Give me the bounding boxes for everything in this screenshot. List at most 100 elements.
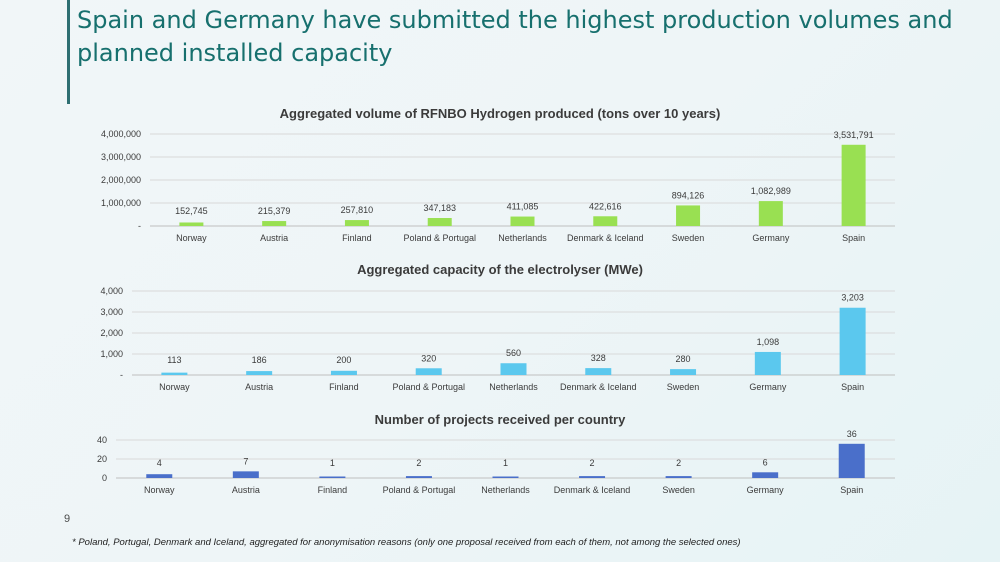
data-label: 1	[330, 458, 335, 468]
category-label: Spain	[841, 382, 864, 392]
y-tick-label: 40	[97, 435, 107, 445]
chart-title: Aggregated volume of RFNBO Hydrogen prod…	[280, 106, 721, 121]
bar-capacity-5	[585, 368, 612, 375]
chart-title: Number of projects received per country	[375, 412, 626, 427]
slide-title: Spain and Germany have submitted the hig…	[77, 6, 953, 67]
bar-volume-0	[179, 222, 204, 226]
data-label: 422,616	[589, 201, 622, 211]
bar-projects-1	[232, 471, 259, 478]
category-label: Sweden	[667, 382, 700, 392]
data-label: 215,379	[258, 206, 291, 216]
bar-volume-2	[344, 220, 369, 226]
data-label: 320	[421, 353, 436, 363]
category-label: Norway	[144, 485, 175, 495]
bar-capacity-0	[161, 372, 188, 375]
data-label: 6	[763, 457, 768, 467]
bar-projects-8	[838, 443, 865, 478]
bar-volume-4	[510, 216, 535, 226]
category-label: Poland & Portugal	[392, 382, 465, 392]
y-tick-label: 4,000	[100, 286, 123, 296]
data-label: 152,745	[175, 206, 208, 216]
bar-volume-3	[427, 218, 452, 226]
bar-capacity-2	[330, 370, 357, 375]
category-label: Poland & Portugal	[383, 485, 456, 495]
data-label: 280	[676, 354, 691, 364]
data-label: 2	[676, 458, 681, 468]
bar-volume-1	[262, 221, 287, 226]
chart-hydrogen-volume: Aggregated volume of RFNBO Hydrogen prod…	[101, 106, 895, 243]
data-label: 36	[847, 429, 857, 439]
bar-projects-7	[752, 472, 779, 478]
category-label: Poland & Portugal	[403, 233, 476, 243]
y-tick-label: 2,000	[100, 328, 123, 338]
y-tick-label: -	[138, 221, 141, 231]
bar-volume-7	[758, 201, 783, 226]
bar-capacity-4	[500, 363, 527, 375]
data-label: 347,183	[423, 203, 456, 213]
data-label: 1,098	[757, 337, 780, 347]
bar-capacity-1	[246, 371, 273, 375]
data-label: 1,082,989	[751, 186, 791, 196]
page-number: 9	[64, 513, 71, 525]
data-label: 328	[591, 353, 606, 363]
data-label: 560	[506, 348, 521, 358]
footnote: * Poland, Portugal, Denmark and Iceland,…	[72, 537, 741, 548]
data-label: 257,810	[341, 205, 374, 215]
chart-projects-count: Number of projects received per country 0…	[97, 412, 895, 495]
data-label: 2	[590, 458, 595, 468]
y-tick-label: 3,000	[100, 307, 123, 317]
category-label: Denmark & Iceland	[567, 233, 644, 243]
bar-projects-5	[579, 476, 606, 478]
category-label: Norway	[159, 382, 190, 392]
bar-capacity-3	[415, 368, 442, 375]
bar-projects-2	[319, 476, 346, 478]
chart-electrolyser-capacity: Aggregated capacity of the electrolyser …	[100, 262, 895, 392]
title-accent-bar	[67, 0, 70, 104]
bar-volume-8	[841, 144, 866, 226]
category-label: Germany	[749, 382, 787, 392]
data-label: 7	[243, 456, 248, 466]
data-label: 2	[416, 458, 421, 468]
category-label: Finland	[318, 485, 348, 495]
data-label: 3,203	[841, 293, 864, 303]
category-label: Sweden	[672, 233, 705, 243]
category-label: Germany	[747, 485, 785, 495]
y-tick-label: 4,000,000	[101, 129, 141, 139]
category-label: Norway	[176, 233, 207, 243]
category-label: Denmark & Iceland	[560, 382, 637, 392]
category-label: Spain	[840, 485, 863, 495]
chart-title: Aggregated capacity of the electrolyser …	[357, 262, 643, 277]
data-label: 186	[252, 355, 267, 365]
category-label: Netherlands	[481, 485, 530, 495]
bar-volume-6	[676, 205, 701, 226]
data-label: 3,531,791	[834, 130, 874, 140]
y-tick-label: 2,000,000	[101, 175, 141, 185]
category-label: Sweden	[662, 485, 695, 495]
category-label: Finland	[342, 233, 372, 243]
category-label: Netherlands	[489, 382, 538, 392]
bar-projects-4	[492, 476, 519, 478]
bar-capacity-8	[839, 307, 866, 375]
data-label: 200	[336, 355, 351, 365]
category-label: Austria	[260, 233, 288, 243]
bar-capacity-6	[670, 369, 697, 375]
y-tick-label: 1,000	[100, 349, 123, 359]
data-label: 894,126	[672, 190, 705, 200]
bar-capacity-7	[754, 351, 781, 375]
y-tick-label: 1,000,000	[101, 198, 141, 208]
category-label: Spain	[842, 233, 865, 243]
y-tick-label: -	[120, 370, 123, 380]
y-tick-label: 0	[102, 473, 107, 483]
y-tick-label: 20	[97, 454, 107, 464]
y-tick-label: 3,000,000	[101, 152, 141, 162]
category-label: Denmark & Iceland	[554, 485, 631, 495]
data-label: 411,085	[507, 202, 539, 212]
category-label: Austria	[232, 485, 260, 495]
bar-volume-5	[593, 216, 618, 226]
bar-projects-3	[405, 476, 432, 478]
bar-projects-0	[146, 474, 173, 478]
category-label: Austria	[245, 382, 273, 392]
category-label: Germany	[752, 233, 790, 243]
data-label: 1	[503, 458, 508, 468]
category-label: Finland	[329, 382, 359, 392]
